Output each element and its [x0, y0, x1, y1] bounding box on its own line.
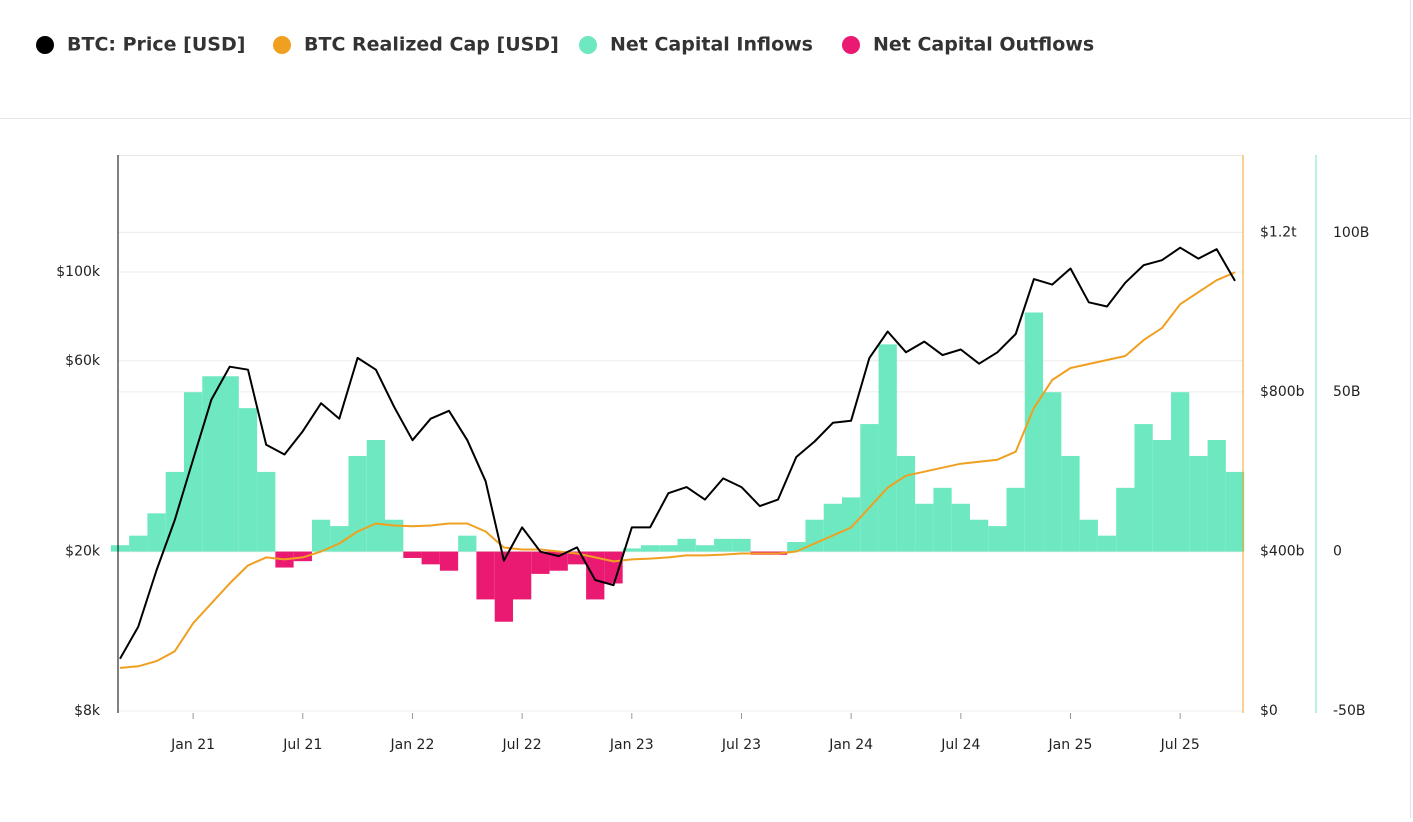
flow-bar	[732, 538, 751, 552]
x-tick-label: Jul 21	[282, 737, 322, 753]
flow-bar	[1134, 424, 1153, 552]
flow-bar	[458, 535, 477, 552]
flow-bar	[951, 503, 970, 552]
flow-bar	[896, 455, 916, 552]
y2ticks-label: $400b	[1260, 543, 1305, 559]
flow-bar	[1079, 519, 1098, 552]
flow-bar	[311, 519, 331, 552]
flows	[110, 312, 1245, 622]
flow-bar	[677, 538, 696, 552]
flow-bar	[1171, 392, 1190, 552]
flow-bar	[1006, 487, 1025, 552]
flow-bar	[1043, 392, 1062, 552]
flow-bar	[586, 551, 605, 600]
y3ticks-label: 0	[1333, 544, 1342, 560]
flow-bar	[1116, 487, 1135, 552]
legend-marker	[36, 36, 54, 54]
flow-bar	[1225, 471, 1245, 552]
legend-marker	[273, 36, 291, 54]
legend-marker	[579, 36, 597, 54]
flow-bar	[787, 542, 806, 552]
legend-label: Net Capital Outflows	[873, 34, 1094, 56]
flow-bar	[366, 440, 386, 552]
flow-bar	[129, 535, 148, 552]
legend-label: Net Capital Inflows	[610, 34, 813, 56]
yticks-label: $8k	[74, 703, 101, 719]
flow-bar	[1024, 312, 1044, 552]
lines	[119, 246, 1236, 669]
flow-bar	[1207, 440, 1226, 552]
series-line	[119, 246, 1236, 660]
flow-bar	[202, 376, 221, 552]
y2ticks-label: $0	[1260, 703, 1278, 719]
flow-bar	[915, 503, 934, 552]
flow-bar	[421, 551, 440, 565]
x-tick-label: Jan 24	[828, 737, 873, 753]
x-tick-label: Jan 22	[390, 737, 435, 753]
flow-bar	[183, 392, 203, 552]
x-tick-label: Jan 23	[609, 737, 654, 753]
yticks-label: $20k	[65, 544, 101, 560]
flow-bar	[257, 471, 276, 552]
flow-bar	[860, 424, 879, 552]
legend-marker	[842, 36, 860, 54]
flow-bar	[823, 503, 843, 552]
flow-bar	[549, 551, 568, 571]
flow-bar	[988, 526, 1007, 552]
flow-bar	[659, 545, 678, 552]
y3ticks-label: 100B	[1333, 225, 1369, 241]
series-line	[119, 271, 1236, 669]
flow-bar	[695, 545, 715, 552]
flow-bar	[439, 551, 459, 571]
flow-bar	[476, 551, 495, 600]
flow-bar	[622, 548, 641, 552]
flow-bar	[640, 545, 660, 552]
x-tick-label: Jul 22	[502, 737, 542, 753]
flow-bar	[933, 487, 952, 552]
y2ticks-label: $1.2t	[1260, 224, 1297, 240]
flow-bar	[878, 344, 897, 552]
flow-bar	[494, 551, 513, 622]
flow-bar	[348, 455, 367, 552]
flow-bar	[1189, 455, 1208, 552]
x-tick-label: Jul 25	[1160, 737, 1200, 753]
axes: $8k $20k $60k $100k $0 $400b $800b $1.2t -50B 0 50…	[56, 155, 1369, 753]
flow-bar	[403, 551, 422, 558]
x-tick-label: Jan 21	[170, 737, 215, 753]
legend-label: BTC: Price [USD]	[67, 34, 245, 56]
flow-bar	[531, 551, 550, 574]
legend-label: BTC Realized Cap [USD]	[304, 34, 559, 56]
flow-bar	[385, 519, 404, 552]
flow-bar	[714, 538, 733, 552]
legend: BTC: Price [USD] BTC Realized Cap [USD] Ne…	[36, 34, 1094, 56]
flow-bar	[1152, 440, 1172, 552]
y2ticks-label: $800b	[1260, 384, 1305, 400]
flow-bar	[1097, 535, 1117, 552]
flow-bar	[805, 519, 824, 552]
yticks-label: $100k	[56, 264, 101, 280]
x-tick-label: Jul 23	[721, 737, 761, 753]
flow-bar	[147, 513, 166, 552]
y3ticks-label: -50B	[1333, 703, 1365, 719]
flow-bar	[969, 519, 989, 552]
flow-bar	[1061, 455, 1080, 552]
x-tick-label: Jul 24	[940, 737, 980, 753]
flow-bar	[238, 408, 258, 552]
flow-bar	[110, 545, 130, 552]
y3ticks-label: 50B	[1333, 384, 1360, 400]
flow-bar	[512, 551, 532, 600]
flow-bar	[220, 376, 239, 552]
yticks-label: $60k	[65, 353, 101, 369]
flow-bar	[842, 497, 861, 552]
x-tick-label: Jan 25	[1048, 737, 1093, 753]
